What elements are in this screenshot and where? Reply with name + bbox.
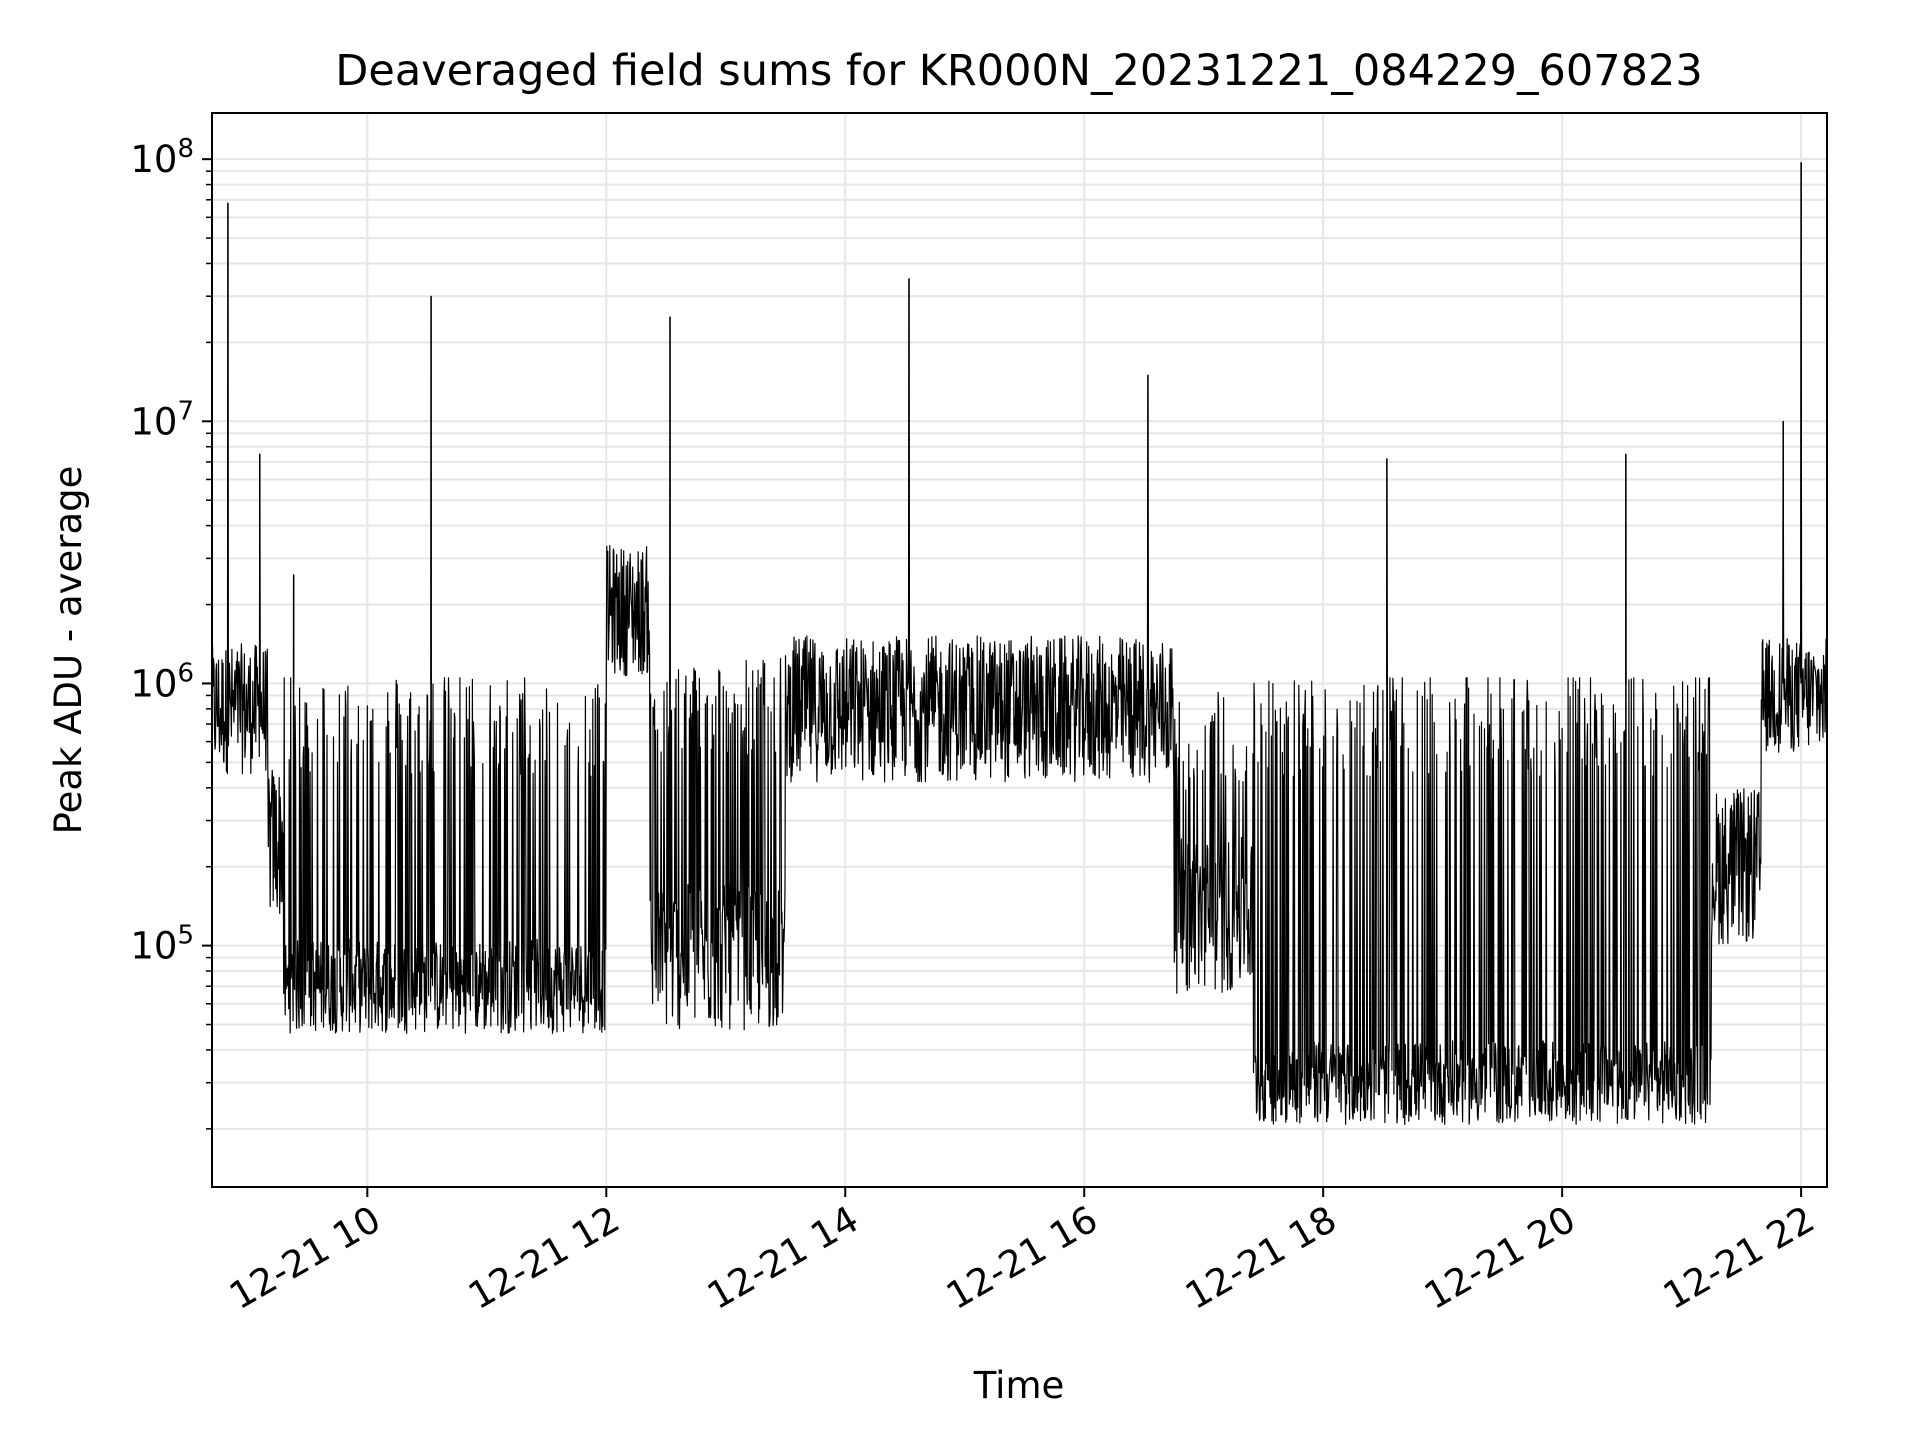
- x-axis-label: Time: [973, 1364, 1065, 1407]
- grid: [212, 113, 1827, 1187]
- series-path: [211, 162, 1828, 1125]
- y-tick-label: 105: [130, 921, 194, 968]
- series-line: [211, 162, 1828, 1125]
- y-tick-label: 106: [130, 658, 194, 705]
- y-tick-label: 107: [130, 396, 194, 443]
- chart-title: Deaveraged field sums for KR000N_2023122…: [335, 46, 1702, 96]
- plot-frame: [211, 112, 1828, 1188]
- y-axis-label: Peak ADU - average: [47, 466, 90, 835]
- y-tick-label: 108: [130, 134, 194, 181]
